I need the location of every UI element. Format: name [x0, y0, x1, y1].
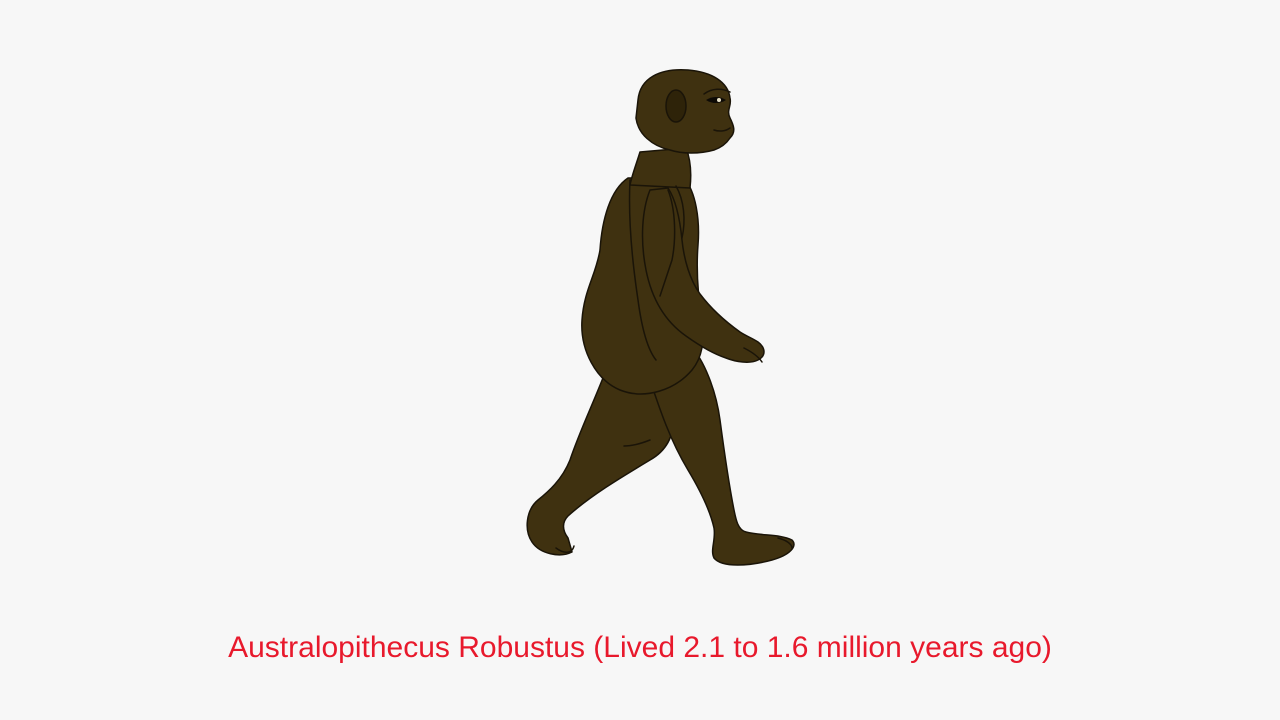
hominid-svg	[526, 69, 795, 566]
neck	[629, 147, 692, 189]
eye	[706, 97, 726, 103]
eye-highlight	[717, 98, 721, 102]
mouth	[713, 127, 731, 132]
brow	[703, 88, 731, 95]
species-caption: Australopithecus Robustus (Lived 2.1 to …	[228, 631, 1052, 664]
ear	[665, 89, 687, 123]
chest-contour	[675, 185, 685, 239]
back-contour	[628, 179, 657, 361]
knee-contour	[623, 439, 651, 447]
hand-fingers	[743, 347, 763, 363]
front-leg	[649, 344, 795, 566]
arm	[641, 187, 765, 363]
walking-hominid-illustration	[500, 60, 820, 580]
front-foot-toes	[777, 537, 793, 549]
back-leg	[526, 359, 675, 556]
back-foot-toes	[555, 545, 575, 553]
arm-contour	[659, 189, 676, 297]
